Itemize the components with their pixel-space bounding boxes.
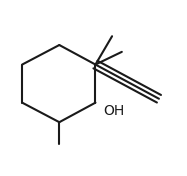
Text: OH: OH [103, 104, 125, 118]
